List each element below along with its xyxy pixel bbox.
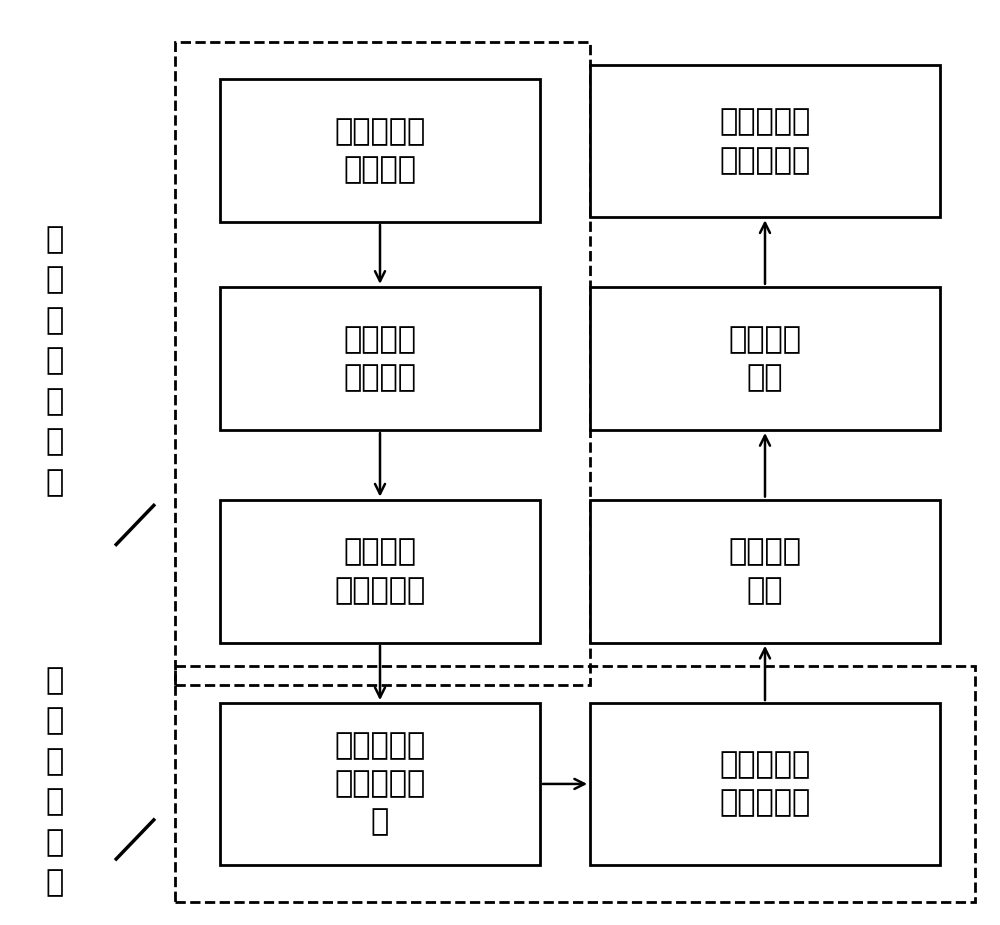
Bar (220, 287, 540, 430)
Text: 三
维
外
形
展
开: 三 维 外 形 展 开 (46, 666, 64, 897)
Bar (220, 79, 540, 222)
Text: 二维网格映
射至三维空
间: 二维网格映 射至三维空 间 (334, 732, 426, 836)
Text: 二
维
网
格
参
数
化: 二 维 网 格 参 数 化 (46, 225, 64, 497)
Bar (220, 703, 540, 865)
Bar (175, 666, 975, 902)
Text: 生成参数化
有限元模型: 生成参数化 有限元模型 (719, 107, 811, 175)
Text: 提取模型
特征参数: 提取模型 特征参数 (344, 325, 416, 392)
Text: 投影模型至
二维平面: 投影模型至 二维平面 (334, 117, 426, 184)
Text: 网格属性
划分: 网格属性 划分 (728, 537, 801, 605)
Bar (590, 703, 940, 865)
Text: 对三维网格
点进行编号: 对三维网格 点进行编号 (719, 750, 811, 818)
Bar (590, 65, 940, 217)
Text: 建立约束
条件: 建立约束 条件 (728, 325, 801, 392)
Bar (590, 287, 940, 430)
Bar (220, 500, 540, 643)
Bar (590, 500, 940, 643)
Text: 二维网格
参数化剖分: 二维网格 参数化剖分 (334, 537, 426, 605)
Bar (175, 42, 590, 684)
